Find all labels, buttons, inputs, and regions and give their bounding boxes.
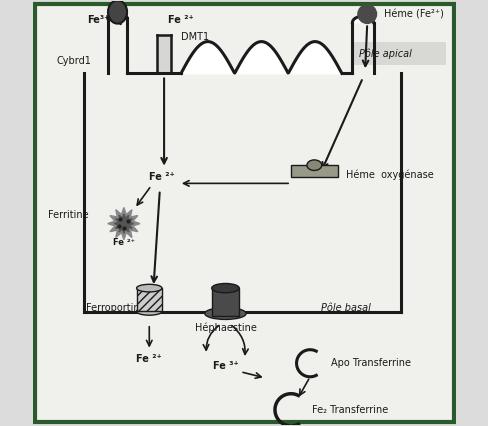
Ellipse shape [211,283,239,293]
FancyBboxPatch shape [35,3,453,423]
Bar [290,165,337,177]
Text: Fe ²⁺: Fe ²⁺ [149,172,175,182]
Bar [136,288,162,311]
Text: Pôle basal: Pôle basal [320,303,370,313]
Polygon shape [352,16,373,73]
Ellipse shape [136,308,162,315]
Ellipse shape [204,308,245,320]
Text: Héme (Fe²⁺): Héme (Fe²⁺) [384,9,443,19]
Ellipse shape [306,160,321,170]
Text: Fe ²⁺: Fe ²⁺ [136,354,162,364]
Text: Fe³⁺: Fe³⁺ [87,15,109,26]
Text: Ferroportine: Ferroportine [85,303,145,313]
Text: Héphaestine: Héphaestine [194,322,256,333]
Ellipse shape [136,284,162,292]
Text: Fe ²⁺: Fe ²⁺ [113,238,135,247]
Text: Fe₂ Transferrine: Fe₂ Transferrine [311,405,387,415]
Polygon shape [107,207,140,240]
Text: Héme  oxygénase: Héme oxygénase [346,170,433,180]
Ellipse shape [108,0,127,23]
Text: Fe ²⁺: Fe ²⁺ [168,15,194,26]
Text: Pôle apical: Pôle apical [358,48,411,59]
FancyBboxPatch shape [352,42,445,65]
Text: DMT1: DMT1 [181,32,209,42]
Polygon shape [114,214,133,233]
Circle shape [357,5,376,23]
Polygon shape [108,13,127,73]
Text: Apo Transferrine: Apo Transferrine [330,358,410,368]
Text: Fe ³⁺: Fe ³⁺ [212,361,238,371]
Text: Ferritine: Ferritine [48,210,88,220]
Text: Cybrd1: Cybrd1 [56,56,91,66]
Bar [211,288,239,316]
Polygon shape [156,35,171,73]
